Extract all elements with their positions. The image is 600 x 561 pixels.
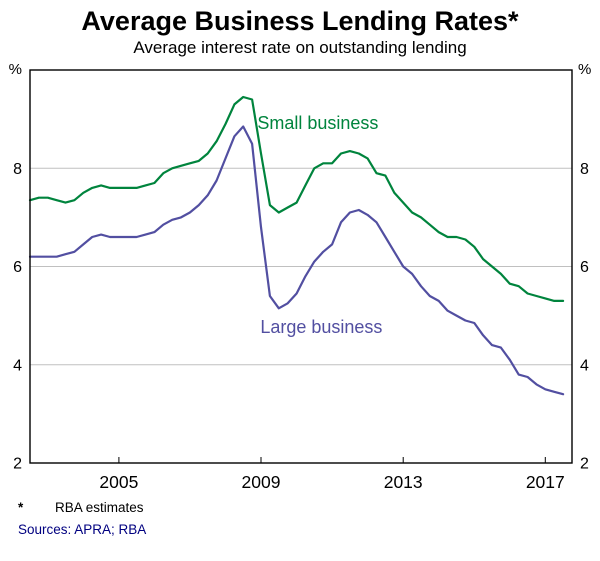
chart-page: Average Business Lending Rates* Average … [0,6,600,561]
y-axis-label-right: 4 [580,357,589,374]
plot-border [29,69,573,464]
y-axis-label-left: 6 [13,259,22,276]
series-line-small-business [28,95,565,302]
series-line-large-business [28,125,565,396]
x-axis-label: 2005 [99,472,138,492]
x-axis-label: 2013 [384,472,423,492]
y-axis-unit-left: % [9,61,22,78]
y-axis-label-left: 2 [13,456,22,473]
sources-line: Sources: APRA; RBA [18,522,147,537]
x-axis-label: 2017 [526,472,565,492]
chart-subtitle: Average interest rate on outstanding len… [133,38,467,57]
chart-title: Average Business Lending Rates* [81,6,519,36]
y-axis-label-left: 8 [13,161,22,178]
y-axis-label-left: 4 [13,357,22,374]
footnote-marker: * [18,500,24,515]
series-label-large-business: Large business [260,317,382,337]
x-axis-label: 2009 [242,472,281,492]
footnote: * RBA estimates [18,500,600,515]
y-axis-label-right: 6 [580,259,589,276]
lending-rates-line-chart: 2 2 4 4 6 6 8 8% % 2005 2009 2013 2017 Small business… [9,61,592,492]
series-label-small-business: Small business [257,113,378,133]
footnote-text: RBA estimates [55,500,144,515]
y-axis-label-right: 8 [580,161,589,178]
y-axis-unit-right: % [578,61,591,78]
y-axis-label-right: 2 [580,456,589,473]
chart-footnotes: * RBA estimates Sources: APRA; RBA [0,500,600,537]
